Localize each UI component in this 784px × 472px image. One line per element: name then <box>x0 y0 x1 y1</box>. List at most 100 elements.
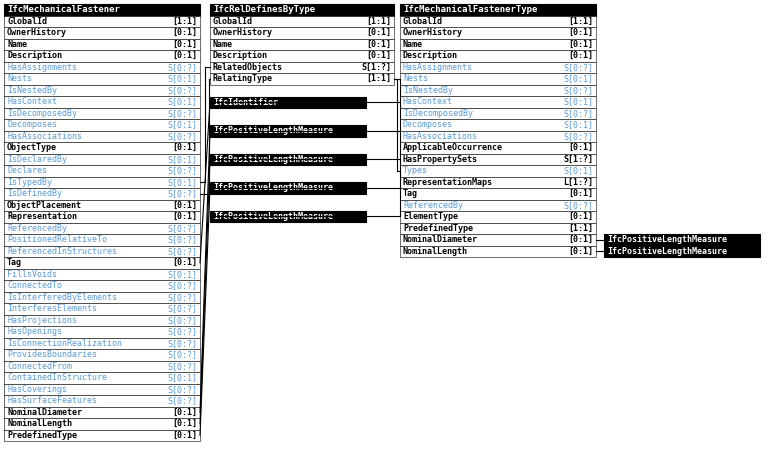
Text: [0:1]: [0:1] <box>172 143 197 152</box>
Text: Description: Description <box>403 51 458 60</box>
Text: IfcPositiveLengthMeasure: IfcPositiveLengthMeasure <box>607 235 727 244</box>
Text: S[0:?]: S[0:?] <box>167 166 197 175</box>
Text: S[0:1]: S[0:1] <box>167 270 197 279</box>
Text: S[0:1]: S[0:1] <box>167 155 197 164</box>
Text: [1:1]: [1:1] <box>172 17 197 26</box>
Text: HasSurfaceFeatures: HasSurfaceFeatures <box>7 396 97 405</box>
Text: S[0:?]: S[0:?] <box>563 63 593 72</box>
Text: [0:1]: [0:1] <box>172 201 197 210</box>
Bar <box>4 269 200 280</box>
Text: [0:1]: [0:1] <box>366 51 391 60</box>
Text: Representation: Representation <box>7 212 77 221</box>
Bar <box>400 211 596 222</box>
Bar <box>400 108 596 119</box>
Text: GlobalId: GlobalId <box>403 17 443 26</box>
Text: ObjectPlacement: ObjectPlacement <box>7 201 82 210</box>
Bar <box>400 16 596 27</box>
Text: OwnerHistory: OwnerHistory <box>213 28 273 37</box>
Text: [0:1]: [0:1] <box>172 40 197 49</box>
Text: IsDecomposedBy: IsDecomposedBy <box>403 109 473 118</box>
Text: ObjectType: ObjectType <box>7 143 57 152</box>
Text: ContainedInStructure: ContainedInStructure <box>7 373 107 382</box>
Text: S[0:?]: S[0:?] <box>167 281 197 290</box>
Text: Nests: Nests <box>403 74 428 83</box>
Text: IsConnectionRealization: IsConnectionRealization <box>7 339 122 348</box>
Text: S[0:?]: S[0:?] <box>167 293 197 302</box>
Text: FillsVoids: FillsVoids <box>7 270 57 279</box>
Text: IfcPositiveLengthMeasure: IfcPositiveLengthMeasure <box>607 247 727 256</box>
Text: [0:1]: [0:1] <box>172 408 197 417</box>
Text: IfcPositiveLengthMeasure: IfcPositiveLengthMeasure <box>213 126 333 135</box>
Text: [1:1]: [1:1] <box>366 74 391 83</box>
Bar <box>4 16 200 27</box>
Text: PredefinedType: PredefinedType <box>403 224 473 233</box>
Bar <box>400 27 596 39</box>
Bar <box>4 292 200 303</box>
Text: IfcPositiveLengthMeasure: IfcPositiveLengthMeasure <box>213 212 333 221</box>
Bar <box>4 61 200 73</box>
Text: IsTypedBy: IsTypedBy <box>7 178 52 187</box>
Text: S[0:?]: S[0:?] <box>167 247 197 256</box>
Bar <box>400 73 596 84</box>
Bar <box>4 177 200 188</box>
Text: S[0:?]: S[0:?] <box>167 350 197 359</box>
Bar <box>210 16 394 27</box>
Bar <box>210 4 394 16</box>
Text: Declares: Declares <box>7 166 47 175</box>
Text: S[0:?]: S[0:?] <box>167 396 197 405</box>
Text: [0:1]: [0:1] <box>568 40 593 49</box>
Text: S[0:1]: S[0:1] <box>563 97 593 106</box>
Text: IfcRelDefinesByType: IfcRelDefinesByType <box>213 5 315 14</box>
Text: [0:1]: [0:1] <box>172 419 197 428</box>
Bar <box>4 337 200 349</box>
Bar <box>400 96 596 108</box>
Bar <box>400 119 596 130</box>
Text: ElementType: ElementType <box>403 212 458 221</box>
Text: IsNestedBy: IsNestedBy <box>403 86 453 95</box>
Bar <box>400 177 596 188</box>
Text: [0:1]: [0:1] <box>172 431 197 440</box>
Text: S[0:1]: S[0:1] <box>167 120 197 129</box>
Bar <box>4 234 200 245</box>
Bar <box>210 96 366 108</box>
Bar <box>210 182 366 194</box>
Text: HasContext: HasContext <box>403 97 453 106</box>
Bar <box>400 188 596 200</box>
Bar <box>400 84 596 96</box>
Text: ApplicableOccurrence: ApplicableOccurrence <box>403 143 503 152</box>
Text: L[1:?]: L[1:?] <box>563 178 593 187</box>
Bar <box>400 245 596 257</box>
Text: IsDefinedBy: IsDefinedBy <box>7 189 62 198</box>
Text: RelatingType: RelatingType <box>213 74 273 83</box>
Text: S[0:?]: S[0:?] <box>167 189 197 198</box>
Text: HasOpenings: HasOpenings <box>7 327 62 336</box>
Bar <box>4 4 200 16</box>
Text: S[0:?]: S[0:?] <box>167 339 197 348</box>
Text: GlobalId: GlobalId <box>7 17 47 26</box>
Text: [0:1]: [0:1] <box>568 212 593 221</box>
Text: S[0:?]: S[0:?] <box>167 304 197 313</box>
Text: GlobalId: GlobalId <box>213 17 253 26</box>
Bar <box>400 153 596 165</box>
Bar <box>400 222 596 234</box>
Text: ReferencedBy: ReferencedBy <box>403 201 463 210</box>
Text: [0:1]: [0:1] <box>568 51 593 60</box>
Bar <box>4 361 200 372</box>
Bar <box>4 395 200 406</box>
Bar <box>4 108 200 119</box>
Text: S[0:?]: S[0:?] <box>167 224 197 233</box>
Text: IfcMechanicalFastenerType: IfcMechanicalFastenerType <box>403 5 537 14</box>
Text: HasAssociations: HasAssociations <box>7 132 82 141</box>
Text: IsInterferedByElements: IsInterferedByElements <box>7 293 117 302</box>
Bar <box>4 326 200 337</box>
Bar <box>4 73 200 84</box>
Bar <box>4 50 200 61</box>
Text: NominalDiameter: NominalDiameter <box>7 408 82 417</box>
Text: IfcIdentifier: IfcIdentifier <box>213 98 278 107</box>
Text: [0:1]: [0:1] <box>366 28 391 37</box>
Text: [0:1]: [0:1] <box>568 143 593 152</box>
Text: S[0:?]: S[0:?] <box>167 132 197 141</box>
Text: [0:1]: [0:1] <box>172 28 197 37</box>
Text: S[1:?]: S[1:?] <box>361 63 391 72</box>
Text: S[0:?]: S[0:?] <box>563 86 593 95</box>
